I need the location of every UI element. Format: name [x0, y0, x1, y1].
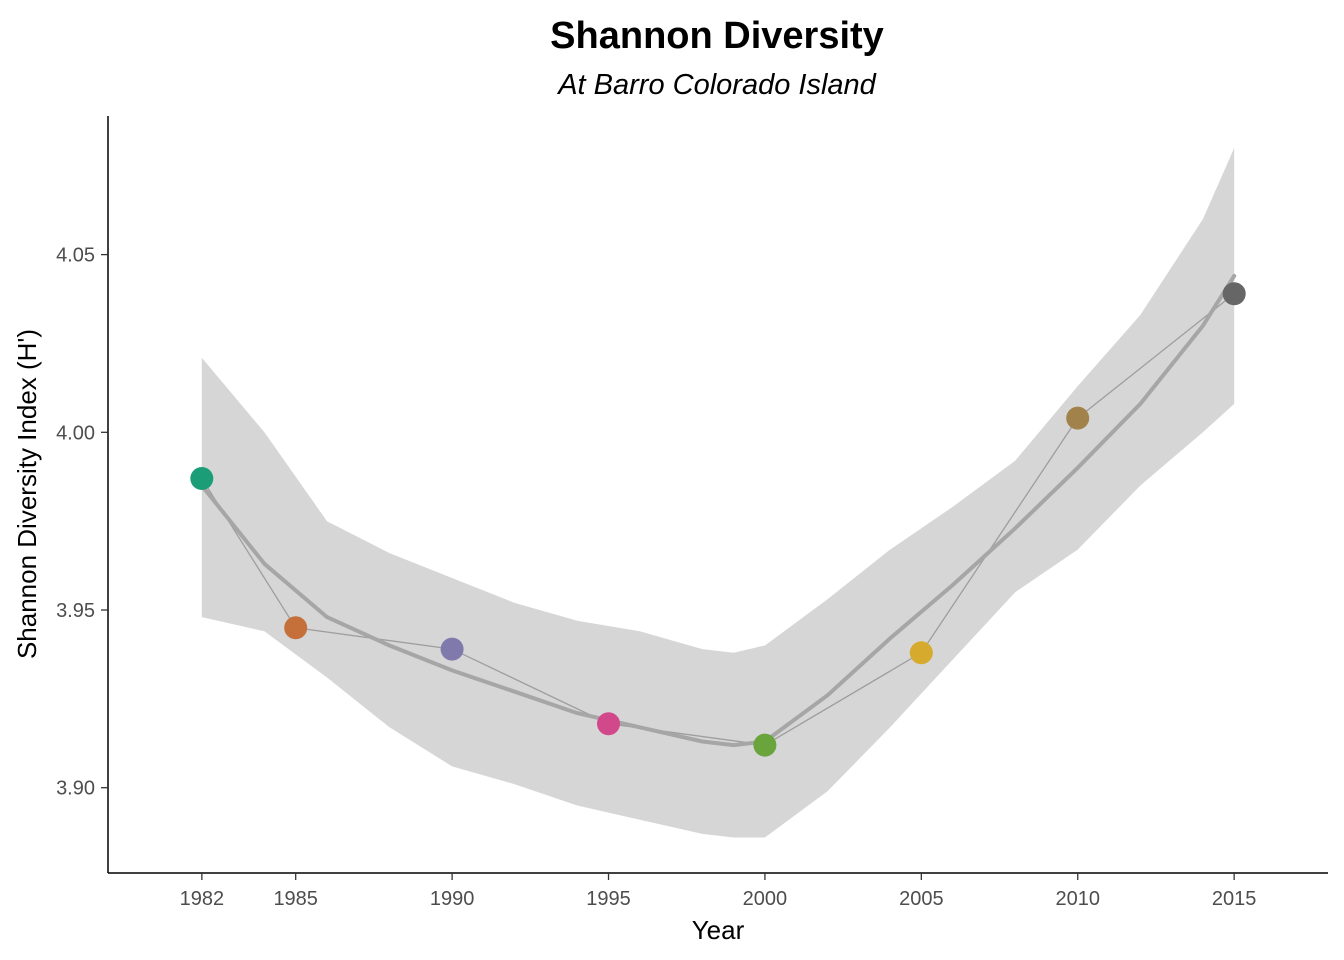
x-tick-label-1995: 1995: [586, 888, 631, 910]
data-point-1990: [440, 637, 464, 661]
x-tick-label-2015: 2015: [1212, 888, 1257, 910]
x-tick-label-1990: 1990: [430, 888, 475, 910]
x-tick-label-2000: 2000: [743, 888, 788, 910]
data-point-1995: [597, 712, 620, 736]
x-tick-label-1982: 1982: [180, 888, 225, 910]
data-point-2005: [909, 641, 933, 665]
x-tick-label-2005: 2005: [899, 888, 944, 910]
y-tick-label-2: 4.00: [56, 422, 95, 444]
y-tick-label-0: 3.90: [56, 778, 95, 800]
data-point-1982: [190, 467, 214, 490]
x-axis-ticks: 1982 1985 1990 1995 2000 2005 2010 2015: [180, 873, 1257, 910]
data-point-2015: [1222, 282, 1246, 306]
x-tick-label-2010: 2010: [1055, 888, 1100, 910]
y-tick-label-1: 3.95: [56, 600, 95, 622]
plot-area: [190, 148, 1246, 838]
data-point-2010: [1066, 406, 1090, 430]
y-axis-title: Shannon Diversity Index (H'): [12, 329, 42, 659]
smooth-trend-line: [199, 273, 1237, 748]
data-point-2000: [753, 733, 777, 757]
x-axis-title: Year: [692, 915, 745, 945]
y-tick-label-3: 4.05: [56, 245, 95, 267]
chart-subtitle: At Barro Colorado Island: [556, 69, 876, 101]
chart-title: Shannon Diversity: [550, 15, 884, 57]
y-axis-ticks: 3.90 3.95 4.00 4.05: [56, 245, 108, 800]
data-point-1985: [284, 616, 308, 640]
x-tick-label-1985: 1985: [273, 888, 318, 910]
connector-line: [201, 293, 1235, 746]
confidence-band: [201, 148, 1235, 838]
